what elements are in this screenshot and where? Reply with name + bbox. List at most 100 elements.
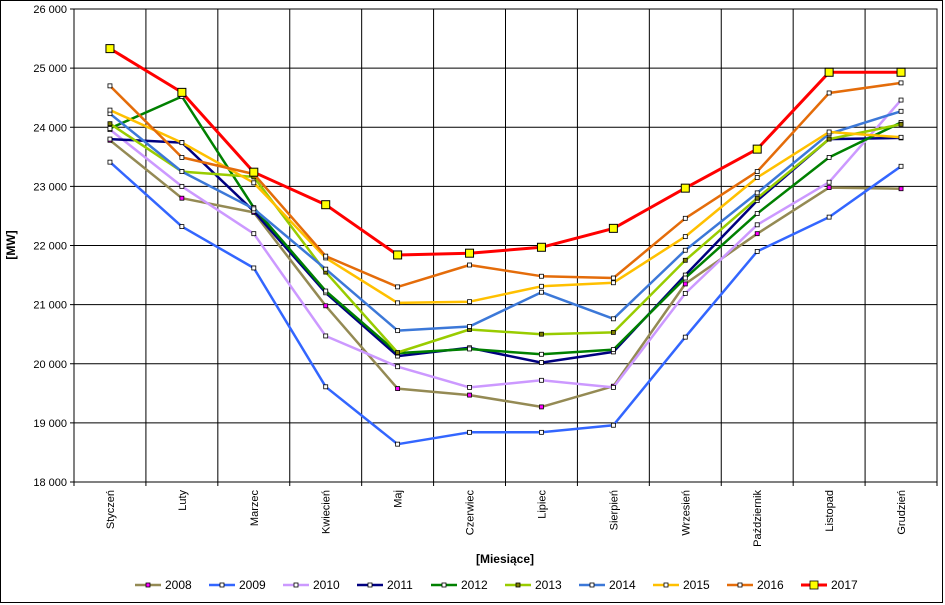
data-point [752, 144, 762, 154]
data-point [610, 422, 616, 428]
data-point [610, 384, 616, 390]
legend-item-2010: 2010 [283, 578, 340, 592]
data-point [323, 384, 329, 390]
legend-item-2014: 2014 [579, 578, 636, 592]
data-point [610, 330, 616, 335]
data-point [395, 284, 401, 290]
data-point [610, 347, 616, 352]
data-point [107, 126, 113, 131]
data-point [105, 44, 115, 54]
data-point [608, 223, 618, 233]
data-point [467, 429, 472, 435]
y-tick-label: 18 000 [33, 477, 67, 489]
y-tick-label: 25 000 [33, 63, 67, 75]
data-point [395, 350, 401, 355]
legend: 2008 2009 2010 2011 2012 2013 2014 2015 2016 2017 [135, 578, 858, 592]
data-point [824, 67, 834, 77]
grid-lines [73, 8, 938, 483]
data-point [251, 180, 257, 186]
data-point [896, 67, 906, 77]
data-point [610, 316, 616, 322]
legend-swatch-marker [589, 582, 595, 588]
data-point [682, 275, 688, 281]
series-2015 [107, 107, 904, 306]
data-point [179, 183, 185, 189]
data-point [251, 231, 257, 237]
data-point [467, 324, 472, 329]
data-point [898, 186, 904, 192]
data-point [395, 386, 401, 391]
data-point [898, 108, 904, 114]
x-axis-ticks: Styczeń Luty Marzec Kwiecień Maj Czerwiec Lipi… [73, 482, 938, 547]
data-point [539, 273, 544, 279]
legend-swatch-marker [367, 582, 373, 588]
data-point [754, 175, 760, 180]
data-point [898, 163, 904, 169]
x-tick-label: Październik [752, 490, 764, 547]
y-tick-label: 23 000 [33, 181, 67, 193]
y-tick-label: 19 000 [33, 418, 67, 430]
data-point [539, 283, 544, 289]
data-point [467, 299, 472, 305]
data-point [249, 167, 259, 177]
data-point [682, 257, 688, 263]
series-line [109, 99, 902, 389]
data-point [323, 303, 329, 309]
legend-swatch-marker [737, 582, 743, 588]
data-point [682, 234, 688, 240]
data-point [539, 360, 544, 365]
series-line [109, 95, 902, 356]
data-point [682, 247, 688, 253]
series-line [109, 136, 902, 364]
series-line [109, 110, 902, 332]
data-point [393, 250, 403, 260]
x-tick-label: Marzec [249, 490, 261, 527]
data-point [610, 275, 616, 281]
data-point [395, 300, 401, 306]
legend-item-2013: 2013 [505, 578, 562, 592]
legend-swatch-marker [515, 582, 521, 588]
data-point [610, 280, 616, 286]
data-point [826, 179, 832, 185]
data-point [323, 266, 329, 272]
legend-label: 2012 [461, 578, 488, 592]
legend-item-2009: 2009 [209, 578, 266, 592]
legend-label: 2017 [831, 578, 858, 592]
legend-item-2017: 2017 [801, 578, 858, 592]
data-point [754, 169, 760, 174]
data-point [107, 121, 113, 127]
data-point [395, 441, 401, 447]
series-2009 [107, 159, 904, 447]
legend-swatch-marker [293, 582, 299, 588]
data-point [467, 392, 472, 398]
legend-label: 2008 [165, 578, 192, 592]
series-lines [105, 44, 906, 447]
legend-label: 2016 [757, 578, 784, 592]
data-point [826, 155, 832, 160]
series-line [109, 139, 902, 409]
data-point [754, 195, 760, 201]
x-tick-label: Kwiecień [321, 490, 333, 534]
data-point [898, 134, 904, 140]
data-point [682, 281, 688, 287]
data-point [898, 80, 904, 86]
legend-item-2015: 2015 [653, 578, 710, 592]
data-point [467, 384, 472, 390]
legend-item-2016: 2016 [727, 578, 784, 592]
legend-item-2012: 2012 [431, 578, 488, 592]
legend-swatch-marker [663, 582, 669, 588]
data-point [467, 262, 472, 268]
data-point [467, 346, 472, 352]
data-point [539, 351, 544, 357]
x-axis-title: [Miesiące] [476, 552, 534, 566]
legend-label: 2014 [609, 578, 636, 592]
data-point [826, 214, 832, 220]
series-line [109, 108, 902, 305]
data-point [395, 328, 401, 334]
data-point [107, 159, 113, 165]
x-tick-label: Luty [177, 490, 189, 511]
legend-label: 2013 [535, 578, 562, 592]
data-point [826, 129, 832, 135]
